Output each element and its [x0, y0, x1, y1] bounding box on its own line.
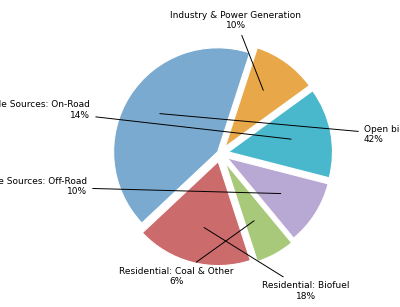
Text: Mobile Sources: On-Road
14%: Mobile Sources: On-Road 14%	[0, 100, 291, 139]
Wedge shape	[142, 161, 250, 266]
Wedge shape	[227, 158, 328, 238]
Text: Residential: Coal & Other
6%: Residential: Coal & Other 6%	[119, 221, 254, 286]
Wedge shape	[114, 48, 250, 223]
Wedge shape	[225, 163, 292, 262]
Wedge shape	[225, 48, 309, 147]
Text: Mobile Sources: Off-Road
10%: Mobile Sources: Off-Road 10%	[0, 177, 281, 196]
Text: Residential: Biofuel
18%: Residential: Biofuel 18%	[204, 227, 349, 301]
Text: Industry & Power Generation
10%: Industry & Power Generation 10%	[170, 11, 302, 90]
Text: Open biomass
42%: Open biomass 42%	[160, 114, 400, 145]
Wedge shape	[228, 91, 332, 178]
